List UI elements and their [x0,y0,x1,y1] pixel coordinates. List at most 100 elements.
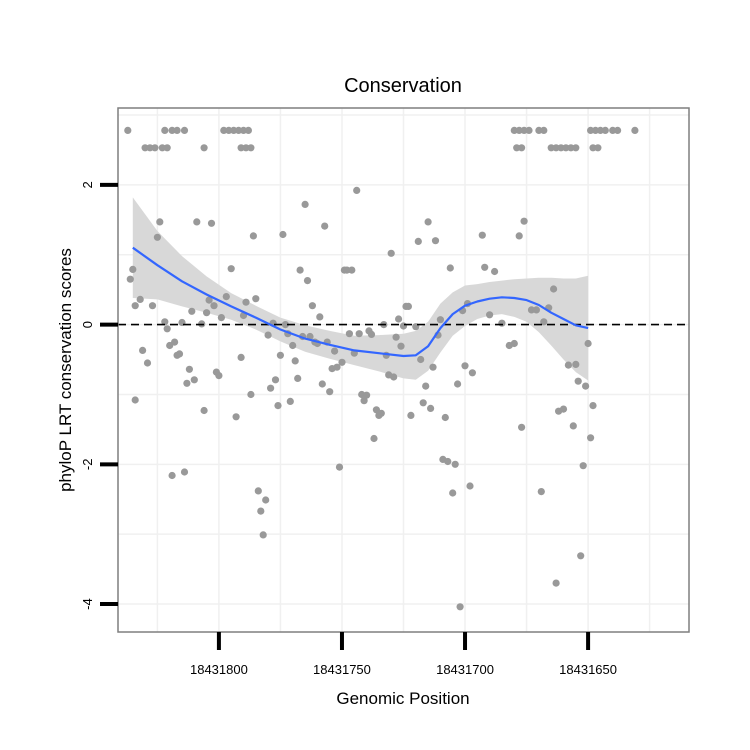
data-point [143,359,152,367]
data-point [572,360,580,368]
data-point [151,144,159,152]
data-point [289,341,297,350]
data-point [417,355,425,364]
data-point [367,330,376,338]
data-point [333,363,341,371]
data-point [210,302,218,310]
data-point [601,126,609,134]
data-point [173,126,181,134]
data-point [281,321,289,329]
data-point [257,507,265,515]
data-point [515,232,523,240]
data-point [422,382,430,390]
data-point [552,579,560,587]
x-axis: 18431800 18431750 18431700 18431650 [190,632,617,677]
data-point [427,404,435,412]
data-point [478,231,486,239]
data-point [498,319,506,327]
data-point [466,482,474,490]
data-point [481,263,489,271]
data-point [614,126,622,134]
data-point [574,377,582,385]
data-point [441,413,449,422]
data-point [550,285,558,293]
y-axis-title: phyloP LRT conservation scores [56,248,75,492]
data-point [296,266,304,274]
data-point [331,347,339,355]
data-point [419,399,427,407]
data-point [291,357,299,365]
data-point [446,264,454,272]
data-point [370,434,378,443]
y-tick-label: 0 [80,321,95,328]
data-point [582,382,590,390]
data-point [129,265,137,273]
data-point [510,339,518,348]
data-point [200,406,208,415]
data-point [562,144,570,152]
data-point [188,307,196,315]
data-point [594,144,602,152]
data-point [363,391,371,399]
data-point [205,296,213,304]
panel-border [117,107,690,633]
data-point [180,468,189,476]
data-point [377,409,385,417]
data-point [353,186,361,194]
data-point [168,126,176,134]
data-point [518,144,526,152]
data-point [456,603,464,611]
data-point [345,330,353,338]
data-point [161,126,169,134]
data-point [564,361,573,369]
data-point [414,237,422,245]
data-point [451,460,459,468]
data-point [444,457,452,466]
data-point [161,318,169,326]
data-point [227,265,235,273]
data-point [271,376,280,384]
data-point [131,302,139,310]
data-point [540,126,548,134]
data-point [259,531,267,539]
data-point [399,322,408,330]
smooth-line [132,246,589,358]
data-point [631,126,639,134]
data-point [200,144,208,152]
data-point [252,295,260,303]
data-point [431,237,440,245]
data-point [153,233,161,241]
data-point [518,423,526,431]
data-point [316,313,324,321]
data-point [163,144,171,152]
data-point [180,126,189,134]
data-point [163,325,171,333]
data-point [156,218,164,226]
data-point [532,306,541,314]
data-point [274,402,282,410]
smooth-line-layer [132,246,589,358]
data-point [461,362,469,370]
data-point [124,126,132,134]
data-point [338,358,346,366]
data-point [301,200,309,208]
confidence-ribbon [132,197,589,381]
data-point [254,487,262,495]
data-point [572,144,580,152]
x-axis-title: Genomic Position [336,689,469,708]
data-point [264,331,272,339]
data-point [392,333,400,341]
y-tick-label: 2 [80,181,95,188]
data-point [537,488,545,496]
data-point [262,496,270,504]
data-point [126,275,134,283]
data-point [520,217,528,225]
data-point [207,219,216,227]
data-point [486,311,494,319]
chart-title: Conservation [344,75,462,97]
x-tick-label: 18431750 [313,662,371,677]
data-point [249,232,257,240]
data-point [136,295,144,303]
data-point [148,302,157,310]
